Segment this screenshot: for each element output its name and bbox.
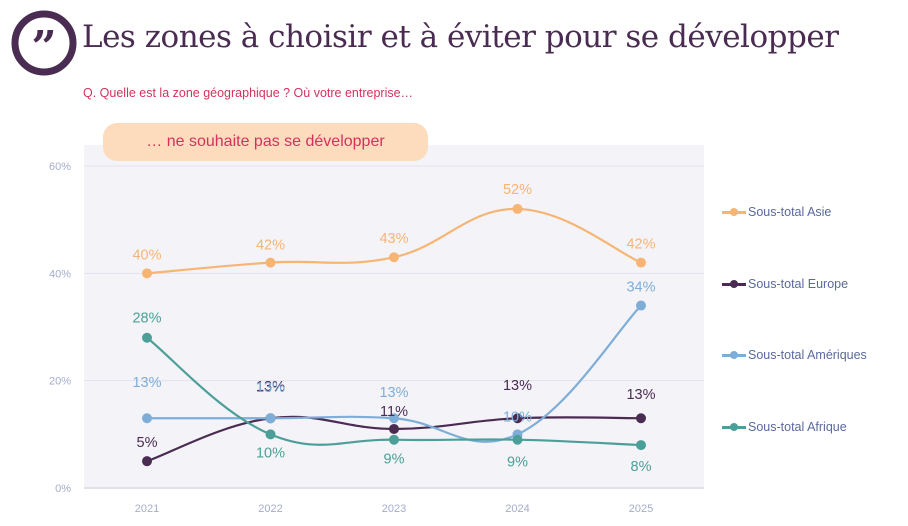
x-tick-label: 2023 bbox=[382, 503, 406, 515]
data-point bbox=[142, 332, 152, 343]
legend-label: Sous-total Asie bbox=[748, 205, 832, 219]
data-point bbox=[636, 440, 646, 451]
legend-item[interactable]: Sous-total Amériques bbox=[722, 348, 867, 362]
data-point bbox=[265, 413, 276, 424]
data-point bbox=[265, 429, 276, 440]
data-label: 8% bbox=[631, 459, 652, 475]
x-tick-label: 2022 bbox=[258, 503, 282, 515]
data-point bbox=[142, 413, 152, 424]
data-point bbox=[636, 257, 646, 268]
data-point bbox=[636, 413, 646, 424]
data-label: 11% bbox=[380, 404, 408, 420]
data-point bbox=[389, 423, 399, 434]
y-tick-label: 0% bbox=[55, 483, 71, 495]
x-tick-label: 2024 bbox=[505, 503, 529, 515]
data-label: 9% bbox=[384, 452, 405, 468]
data-label: 28% bbox=[132, 311, 161, 327]
data-point bbox=[636, 300, 646, 311]
data-label: 40% bbox=[132, 247, 161, 263]
legend-item[interactable]: Sous-total Afrique bbox=[722, 420, 847, 434]
y-tick-label: 20% bbox=[49, 376, 71, 388]
legend-marker-icon bbox=[722, 422, 746, 432]
y-tick-label: 40% bbox=[49, 268, 71, 280]
data-point bbox=[512, 434, 523, 445]
page-title: Les zones à choisir et à éviter pour se … bbox=[82, 19, 839, 55]
legend-item[interactable]: Sous-total Europe bbox=[722, 277, 848, 291]
data-label: 42% bbox=[626, 237, 655, 253]
legend-label: Sous-total Afrique bbox=[748, 420, 847, 434]
data-label: 13% bbox=[256, 379, 285, 395]
data-label: 34% bbox=[626, 280, 655, 296]
data-label: 13% bbox=[626, 387, 655, 403]
legend-marker-icon bbox=[722, 350, 746, 360]
data-point bbox=[389, 413, 399, 424]
data-label: 5% bbox=[137, 435, 158, 451]
legend-marker-icon bbox=[722, 207, 746, 217]
legend-item[interactable]: Sous-total Asie bbox=[722, 205, 831, 219]
series-line-2 bbox=[147, 304, 642, 443]
data-label: 43% bbox=[379, 231, 408, 247]
data-point bbox=[389, 252, 399, 263]
svg-text:”: ” bbox=[31, 22, 56, 73]
data-label: 13% bbox=[503, 378, 532, 394]
x-tick-label: 2025 bbox=[629, 503, 653, 515]
data-label: 9% bbox=[507, 455, 528, 471]
survey-question: Q. Quelle est la zone géographique ? Où … bbox=[83, 86, 414, 100]
legend-label: Sous-total Europe bbox=[748, 277, 849, 291]
data-label: 42% bbox=[256, 238, 285, 254]
data-label: 13% bbox=[256, 380, 285, 396]
quote-icon: ” bbox=[11, 10, 77, 76]
data-label: 10% bbox=[256, 445, 285, 461]
legend-marker-icon bbox=[722, 279, 746, 289]
data-label: 10% bbox=[503, 409, 532, 425]
data-point bbox=[265, 257, 276, 268]
legend-label: Sous-total Amériques bbox=[748, 348, 867, 362]
data-label: 13% bbox=[379, 385, 408, 401]
data-point bbox=[512, 413, 523, 424]
data-point bbox=[142, 268, 152, 279]
data-point bbox=[512, 203, 523, 214]
data-point bbox=[142, 456, 152, 467]
data-point bbox=[389, 434, 399, 445]
data-label: 13% bbox=[132, 375, 161, 391]
chart-subtitle-pill: … ne souhaite pas se développer bbox=[103, 123, 428, 161]
x-tick-label: 2021 bbox=[135, 503, 159, 515]
data-label: 52% bbox=[503, 182, 532, 198]
y-tick-label: 60% bbox=[49, 161, 71, 173]
